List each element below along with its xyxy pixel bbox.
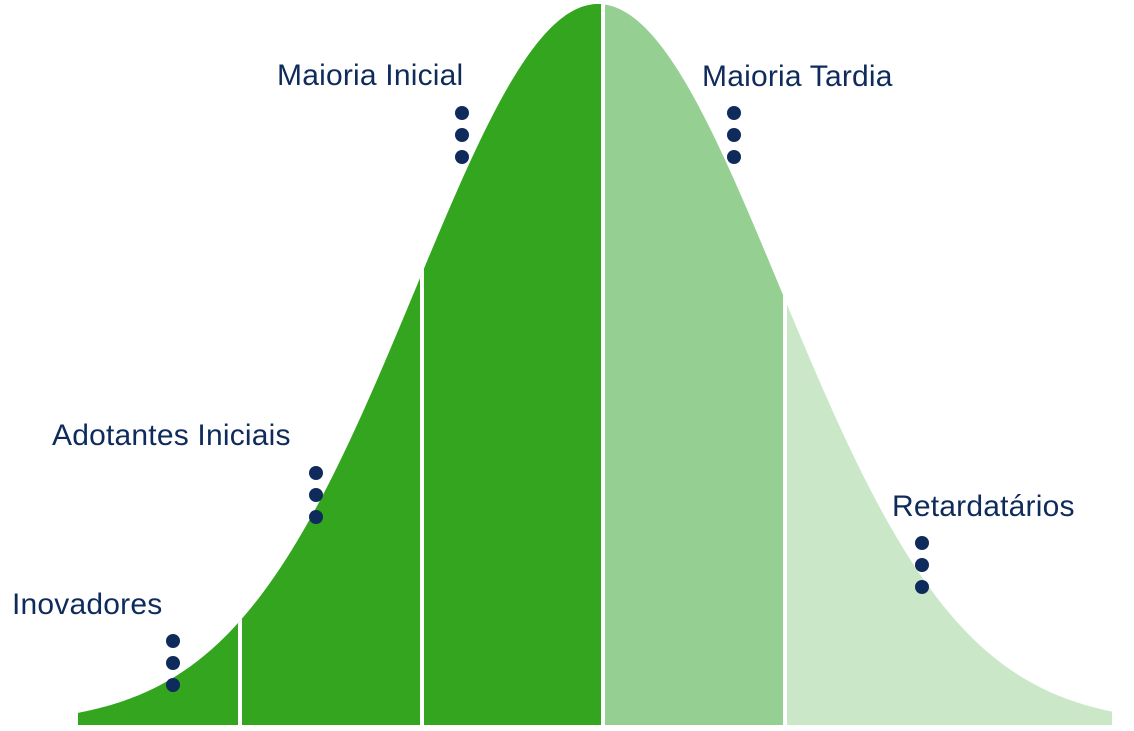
segment-divider [420,4,424,725]
label-early-adopters: Adotantes Iniciais [52,419,291,452]
label-early-majority: Maioria Inicial [277,59,464,92]
dot-icon [915,558,929,572]
segment-late-majority [603,4,785,725]
dots-innovators [166,634,180,692]
dot-icon [309,488,323,502]
segment-divider [783,4,787,725]
label-laggards: Retardatários [892,490,1075,523]
segment-early-majority [422,4,603,725]
dot-icon [166,656,180,670]
dot-icon [727,128,741,142]
dot-icon [455,128,469,142]
label-innovators: Inovadores [12,588,163,621]
segment-laggards [785,4,1112,725]
segment-divider [238,4,242,725]
dot-icon [166,634,180,648]
segment-innovators [78,4,240,725]
dots-laggards [915,536,929,594]
dot-icon [455,106,469,120]
dot-icon [727,106,741,120]
dot-icon [166,678,180,692]
dot-icon [915,580,929,594]
dots-late-majority [727,106,741,164]
dots-early-majority [455,106,469,164]
label-late-majority: Maioria Tardia [702,60,893,93]
dots-early-adopters [309,466,323,524]
dot-icon [309,466,323,480]
dot-icon [727,150,741,164]
dot-icon [915,536,929,550]
segment-divider [601,4,605,725]
segment-early-adopters [240,4,422,725]
dot-icon [455,150,469,164]
dot-icon [309,510,323,524]
